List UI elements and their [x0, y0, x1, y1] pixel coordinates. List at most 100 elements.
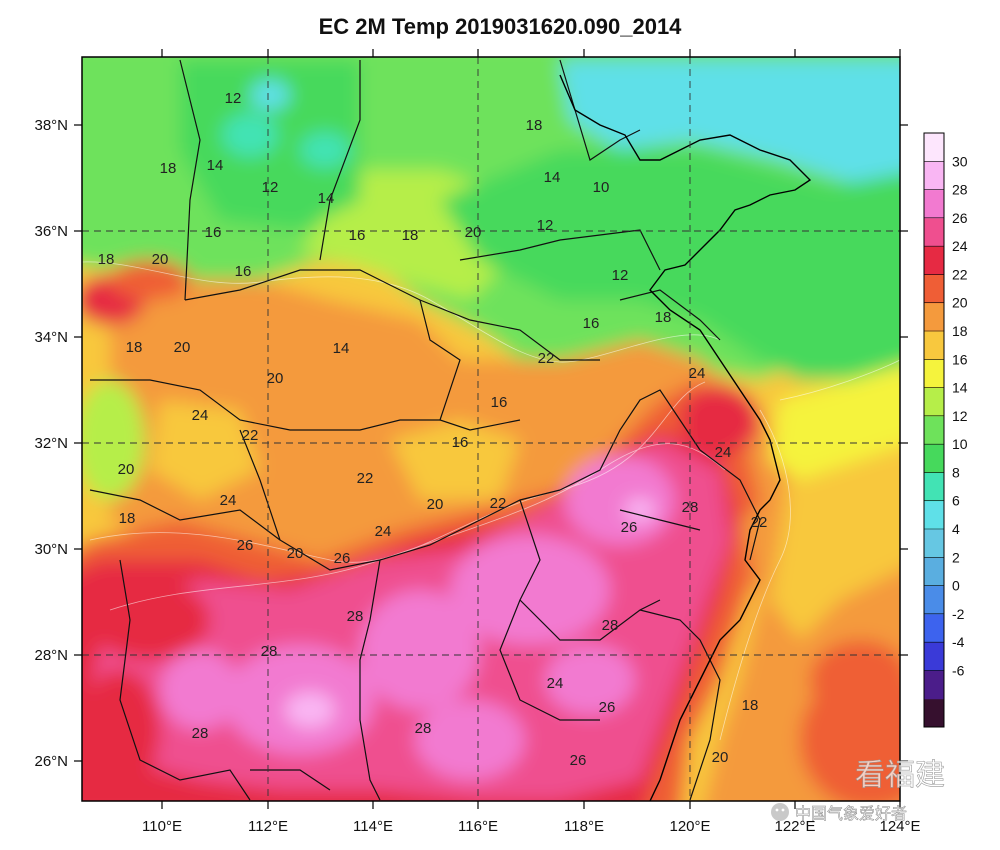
- contour-label: 16: [205, 224, 222, 241]
- watermark-main: 看福建: [855, 758, 945, 793]
- contour-label: 12: [225, 90, 242, 107]
- colorbar-label: 6: [952, 493, 960, 509]
- lon-tick-label: 112°E: [248, 818, 288, 835]
- colorbar-label: 12: [952, 408, 968, 424]
- contour-label: 22: [357, 470, 374, 487]
- colorbar-swatch: [924, 133, 944, 162]
- contour-label: 24: [689, 365, 706, 382]
- colorbar-swatch: [924, 189, 944, 219]
- colorbar-label: 8: [952, 464, 960, 480]
- wechat-icon: [771, 803, 789, 821]
- contour-label: 26: [334, 550, 351, 567]
- contour-label: 18: [98, 251, 115, 268]
- lat-tick-label: 36°N: [34, 223, 68, 240]
- contour-label: 28: [602, 617, 619, 634]
- lon-tick-label: 114°E: [353, 818, 393, 835]
- contour-label: 18: [119, 510, 136, 527]
- colorbar-swatch: [924, 415, 944, 445]
- contour-label: 26: [570, 752, 587, 769]
- contour-label: 18: [655, 309, 672, 326]
- lon-tick-label: 120°E: [669, 818, 710, 835]
- contour-label: 18: [160, 160, 177, 177]
- colorbar-swatch: [924, 698, 944, 728]
- contour-label: 14: [318, 190, 335, 207]
- contour-label: 10: [593, 179, 610, 196]
- temperature-field: 12 14 18 16 12 14 16 18 18 10 12 14 12 16 18 20 20 18 18 20…: [82, 57, 900, 801]
- contour-label: 16: [583, 315, 600, 332]
- lat-tick-label: 28°N: [34, 647, 68, 664]
- colorbar-swatch: [924, 274, 944, 304]
- watermark-sub: 中国气象爱好者: [795, 804, 907, 823]
- lat-tick-label: 38°N: [34, 117, 68, 134]
- colorbar-label: 4: [952, 521, 960, 537]
- watermark: 看福建 中国气象爱好者: [771, 758, 945, 823]
- contour-label: 18: [402, 227, 419, 244]
- colorbar-swatch: [924, 613, 944, 643]
- contour-label: 18: [526, 117, 543, 134]
- graticule: [82, 57, 900, 801]
- contour-label: 14: [207, 157, 224, 174]
- colorbar-swatch: [924, 217, 944, 247]
- contour-label: 20: [427, 496, 444, 513]
- colorbar-label: 24: [952, 238, 968, 254]
- colorbar-swatch: [924, 331, 944, 360]
- contour-label: 26: [237, 537, 254, 554]
- contour-label: 20: [287, 545, 304, 562]
- lat-tick-label: 26°N: [34, 753, 68, 770]
- axes: 110°E 112°E 114°E 116°E 118°E 120°E 122°E 124°E…: [34, 49, 921, 835]
- contour-label: 16: [235, 263, 252, 280]
- colorbar-swatch: [924, 359, 944, 389]
- contour-label: 18: [126, 339, 143, 356]
- colorbar-label: 14: [952, 380, 968, 396]
- contour-label: 16: [349, 227, 366, 244]
- colorbar-label: 30: [952, 153, 968, 169]
- contour-label: 24: [547, 675, 564, 692]
- contour-labels: 12 14 18 16 12 14 16 18 18 10 12 14 12 16 18 20 20 18 18 20…: [98, 90, 768, 769]
- contour-label: 20: [465, 224, 482, 241]
- colorbar-label: 2: [952, 549, 960, 565]
- colorbar-swatch: [924, 529, 944, 558]
- contour-label: 22: [751, 514, 768, 531]
- contour-label: 12: [262, 179, 279, 196]
- contour-label: 20: [118, 461, 135, 478]
- contour-label: 22: [538, 350, 555, 367]
- contour-label: 24: [220, 492, 237, 509]
- colorbar-swatch: [924, 387, 944, 417]
- colorbar-label: -2: [952, 606, 965, 622]
- colorbar-swatch: [924, 444, 944, 473]
- lon-tick-label: 122°E: [774, 818, 815, 835]
- colorbar-label: -6: [952, 662, 965, 678]
- colorbar-swatch: [924, 161, 944, 191]
- chart-title: EC 2M Temp 2019031620.090_2014: [318, 14, 682, 39]
- colorbar-label: 22: [952, 266, 968, 282]
- colorbar-swatch: [924, 302, 944, 332]
- lon-tick-label: 110°E: [142, 818, 182, 835]
- contour-label: 28: [415, 720, 432, 737]
- contour-label: 20: [267, 370, 284, 387]
- colorbar-swatch: [924, 642, 944, 671]
- province-borders: [89, 59, 761, 801]
- colorbar-label: 26: [952, 210, 968, 226]
- lat-tick-label: 32°N: [34, 435, 68, 452]
- colorbar-swatch: [924, 670, 944, 700]
- colorbar-label: 10: [952, 436, 968, 452]
- contour-label: 28: [192, 725, 209, 742]
- contour-label: 20: [174, 339, 191, 356]
- contour-label: 24: [715, 444, 732, 461]
- lon-tick-label: 116°E: [458, 818, 498, 835]
- contour-label: 24: [192, 407, 209, 424]
- contour-label: 20: [712, 749, 729, 766]
- colorbar-label: 28: [952, 182, 968, 198]
- contour-label: 22: [242, 427, 259, 444]
- contour-label: 28: [261, 643, 278, 660]
- colorbar-swatch: [924, 557, 944, 587]
- contour-label: 16: [452, 434, 469, 451]
- contour-label: 22: [490, 495, 507, 512]
- map-frame: [81, 56, 901, 802]
- contour-label: 28: [682, 499, 699, 516]
- contour-label: 18: [742, 697, 759, 714]
- colorbar-label: 18: [952, 323, 968, 339]
- contour-label: 26: [621, 519, 638, 536]
